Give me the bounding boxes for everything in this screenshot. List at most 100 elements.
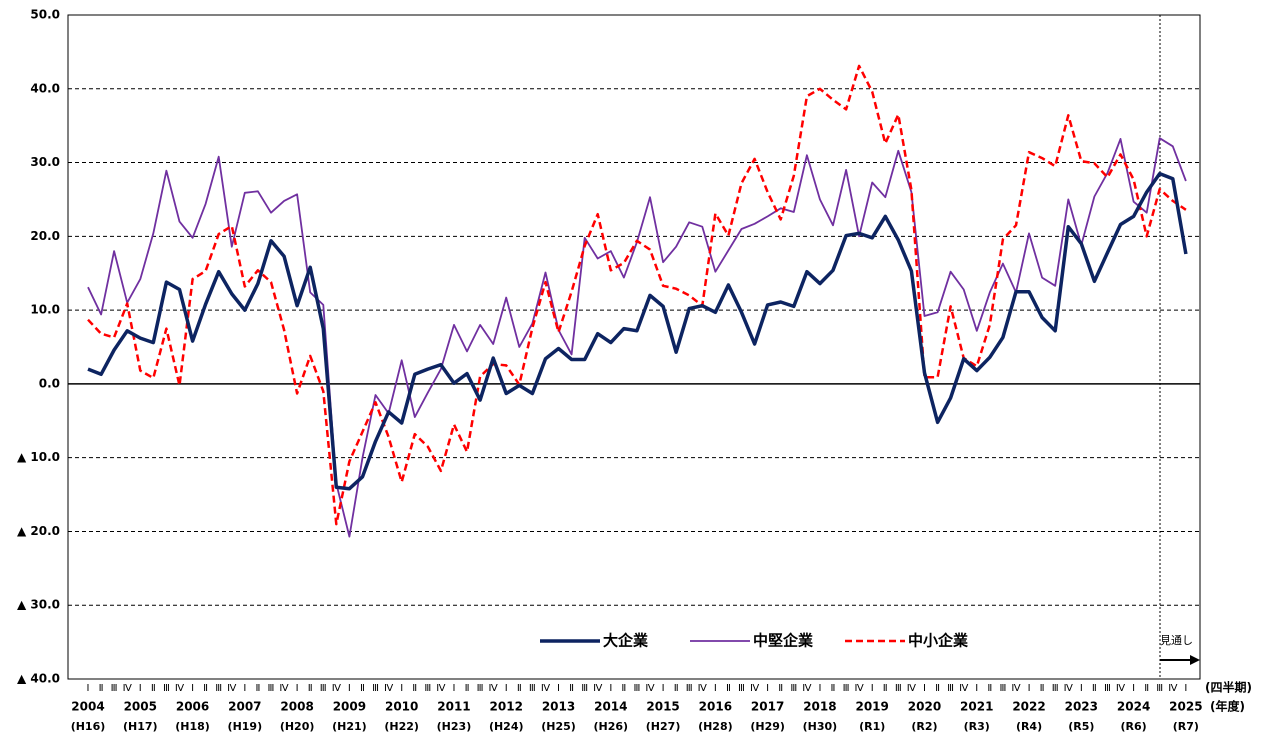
x-tick-label: Ⅳ	[907, 683, 917, 694]
x-tick-label: Ⅰ	[557, 683, 560, 694]
x-tick-label: Ⅳ	[489, 683, 499, 694]
x-tick-label: Ⅱ	[412, 683, 417, 694]
x-tick-label: Ⅱ	[726, 683, 731, 694]
x-tick-label: Ⅳ	[698, 683, 708, 694]
year-label: 2008	[280, 700, 313, 714]
x-tick-label: Ⅳ	[175, 683, 185, 694]
year-label: 2017	[751, 700, 784, 714]
x-tick-label: Ⅳ	[227, 683, 237, 694]
x-tick-label: Ⅰ	[348, 683, 351, 694]
x-tick-label: Ⅲ	[372, 683, 379, 694]
x-tick-label: Ⅳ	[1064, 683, 1074, 694]
x-tick-label: Ⅰ	[714, 683, 717, 694]
x-tick-label: Ⅰ	[87, 683, 90, 694]
x-tick-label: Ⅳ	[645, 683, 655, 694]
x-tick-label: Ⅲ	[1156, 683, 1163, 694]
x-tick-label: Ⅲ	[268, 683, 275, 694]
x-tick-label: Ⅲ	[163, 683, 170, 694]
x-tick-label: Ⅱ	[1092, 683, 1097, 694]
era-label: (H18)	[175, 720, 210, 733]
x-tick-label: Ⅳ	[959, 683, 969, 694]
x-tick-label: Ⅲ	[686, 683, 693, 694]
year-label: 2019	[855, 700, 888, 714]
x-tick-label: Ⅳ	[541, 683, 551, 694]
year-label: 2022	[1012, 700, 1045, 714]
era-label: (H21)	[332, 720, 367, 733]
forecast-arrowhead	[1190, 655, 1200, 665]
x-tick-label: Ⅲ	[999, 683, 1006, 694]
x-tick-label: Ⅱ	[935, 683, 940, 694]
series-line	[87, 137, 1187, 538]
x-tick-label: Ⅰ	[400, 683, 403, 694]
x-tick-label: Ⅰ	[871, 683, 874, 694]
year-label: 2013	[542, 700, 575, 714]
x-tick-label: Ⅰ	[139, 683, 142, 694]
x-tick-label: Ⅲ	[947, 683, 954, 694]
y-tick-label: 30.0	[30, 155, 60, 169]
x-tick-label: Ⅳ	[384, 683, 394, 694]
x-tick-label: Ⅰ	[191, 683, 194, 694]
x-tick-label: Ⅲ	[424, 683, 431, 694]
x-tick-label: Ⅰ	[1028, 683, 1031, 694]
year-label: 2006	[176, 700, 209, 714]
x-tick-label: Ⅰ	[609, 683, 612, 694]
x-tick-label: Ⅲ	[215, 683, 222, 694]
year-label: 2005	[124, 700, 157, 714]
year-label: 2012	[490, 700, 523, 714]
x-tick-label: Ⅱ	[151, 683, 156, 694]
year-label: 2021	[960, 700, 993, 714]
y-tick-label: ▲ 10.0	[17, 450, 60, 464]
y-tick-label: 20.0	[30, 229, 60, 243]
x-tick-label: Ⅳ	[802, 683, 812, 694]
x-tick-label: Ⅳ	[1116, 683, 1126, 694]
x-tick-label: Ⅱ	[621, 683, 626, 694]
x-tick-label: Ⅲ	[477, 683, 484, 694]
era-label: (H27)	[646, 720, 681, 733]
quarter-axis-label: (四半期)	[1205, 680, 1252, 695]
x-tick-label: Ⅱ	[308, 683, 313, 694]
forecast-label: 見通し	[1160, 634, 1193, 647]
x-tick-label: Ⅲ	[1104, 683, 1111, 694]
x-tick-label: Ⅲ	[633, 683, 640, 694]
x-tick-label: Ⅱ	[831, 683, 836, 694]
x-tick-label: Ⅱ	[674, 683, 679, 694]
x-tick-label: Ⅱ	[465, 683, 470, 694]
year-label: 2007	[228, 700, 261, 714]
year-label: 2018	[803, 700, 836, 714]
x-tick-label: Ⅰ	[1080, 683, 1083, 694]
series-line	[87, 171, 1188, 491]
y-tick-label: ▲ 30.0	[17, 598, 60, 612]
era-label: (H23)	[437, 720, 472, 733]
year-label: 2004	[71, 700, 104, 714]
year-axis-label: (年度)	[1210, 699, 1245, 714]
x-tick-label: Ⅰ	[766, 683, 769, 694]
era-label: (R2)	[911, 720, 937, 733]
year-label: 2016	[699, 700, 732, 714]
year-label: 2014	[594, 700, 627, 714]
x-tick-label: Ⅰ	[1132, 683, 1135, 694]
year-label: 2015	[646, 700, 679, 714]
era-label: (H19)	[228, 720, 263, 733]
year-label: 2011	[437, 700, 470, 714]
x-tick-label: Ⅲ	[790, 683, 797, 694]
era-label: (H26)	[594, 720, 629, 733]
era-label: (R7)	[1173, 720, 1199, 733]
era-label: (H24)	[489, 720, 524, 733]
x-tick-label: Ⅳ	[123, 683, 133, 694]
x-tick-label: Ⅳ	[1011, 683, 1021, 694]
era-label: (H16)	[71, 720, 106, 733]
x-tick-label: Ⅱ	[778, 683, 783, 694]
era-label: (H29)	[750, 720, 785, 733]
y-tick-label: 0.0	[39, 376, 60, 390]
x-tick-label: Ⅰ	[296, 683, 299, 694]
x-tick-label: Ⅱ	[203, 683, 208, 694]
x-tick-label: Ⅱ	[1040, 683, 1045, 694]
era-label: (R3)	[964, 720, 990, 733]
x-tick-label: Ⅱ	[1144, 683, 1149, 694]
legend-label: 大企業	[603, 632, 649, 650]
x-tick-label: Ⅲ	[320, 683, 327, 694]
x-tick-label: Ⅳ	[855, 683, 865, 694]
year-label: 2025	[1169, 700, 1202, 714]
x-tick-label: Ⅰ	[662, 683, 665, 694]
